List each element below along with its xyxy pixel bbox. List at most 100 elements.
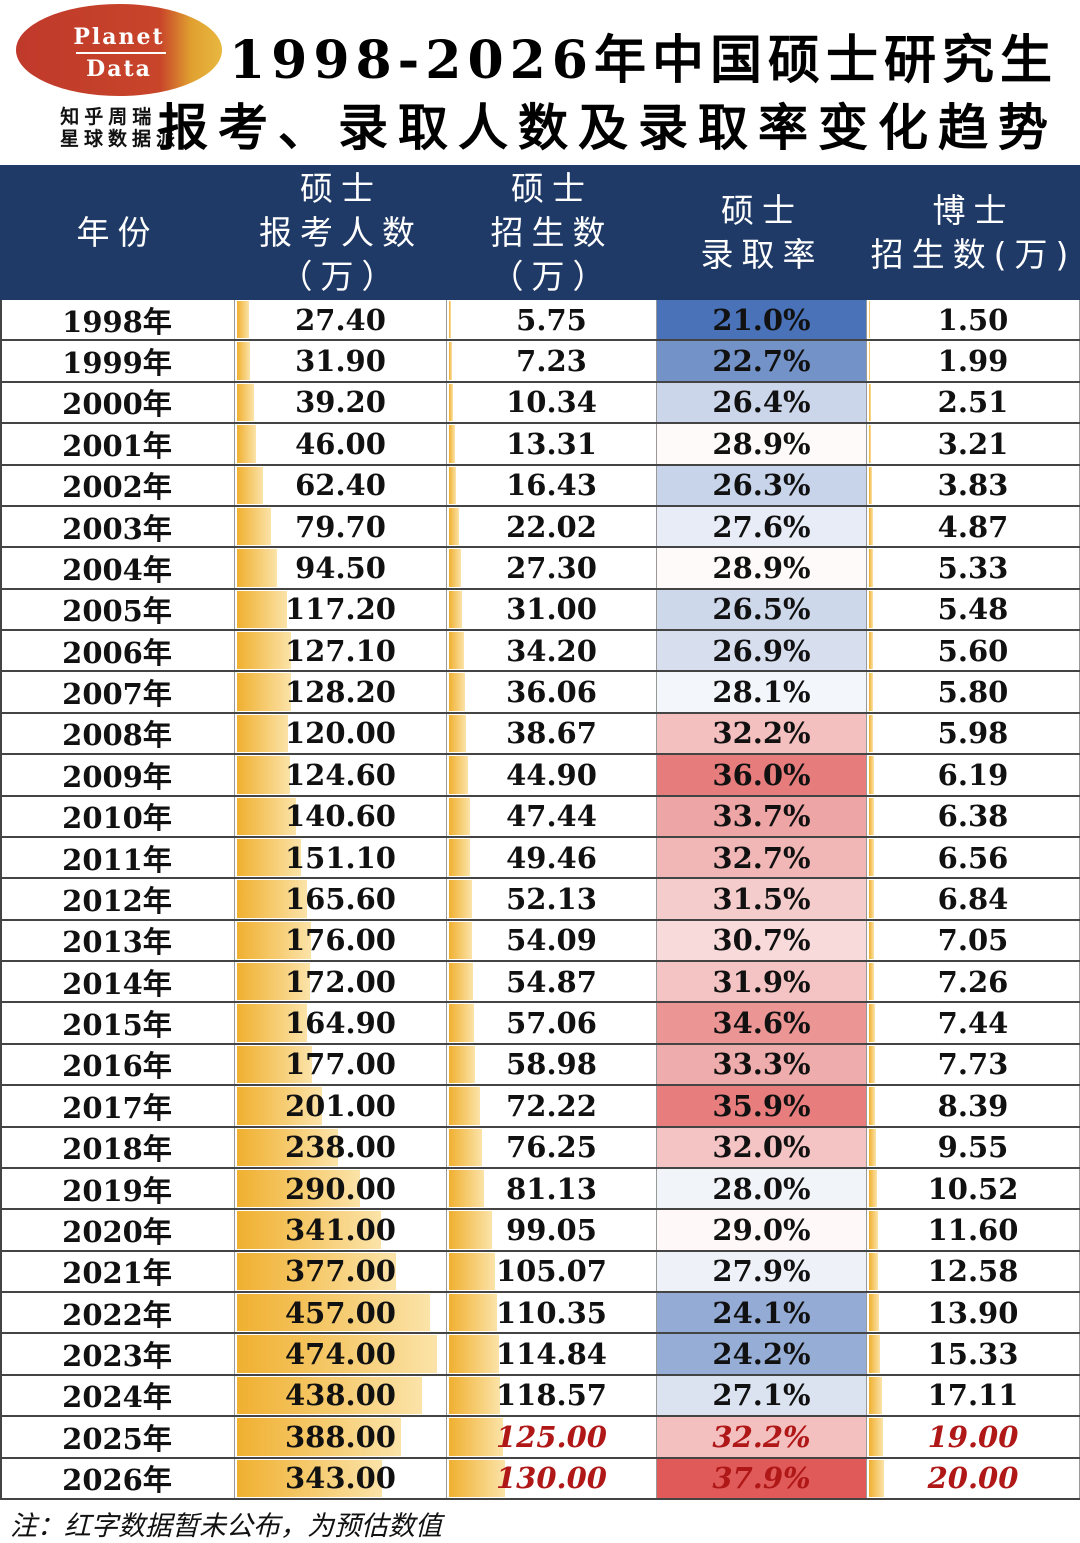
cell-phd-enrollment: 6.84 [867,879,1080,919]
data-bar [449,673,465,711]
data-bar [237,963,310,1001]
cell-master-applicants: 238.00 [235,1127,447,1167]
cell-value: 24.1% [712,1295,811,1330]
cell-value: 1999年 [62,346,172,381]
cell-value: 388.00 [285,1419,396,1454]
cell-value: 31.5% [712,881,811,916]
cell-phd-enrollment: 17.11 [867,1375,1080,1416]
cell-value: 26.4% [712,385,811,420]
cell-value: 2021年 [62,1256,172,1291]
cell-master-admission-rate: 26.3% [657,465,867,505]
cell-master-admission-rate: 24.1% [657,1293,867,1333]
cell-master-applicants: 124.60 [235,755,447,795]
cell-value: 37.9% [712,1461,811,1496]
cell-value: 5.48 [937,592,1009,627]
cell-master-applicants: 388.00 [235,1417,447,1457]
cell-value: 2005年 [62,594,172,629]
cell-master-enrollment: 5.75 [447,300,657,340]
table-header: 年份 硕士 报考人数 （万） 硕士 招生数 （万） 硕士 录取率 博士 招生数(万) [0,165,1080,300]
cell-year: 2011年 [0,837,235,878]
data-bar [869,1418,884,1456]
cell-master-admission-rate: 30.7% [657,920,867,960]
data-bar [237,714,288,753]
cell-master-admission-rate: 26.5% [657,589,867,629]
cell-value: 39.20 [295,385,386,420]
cell-phd-enrollment: 5.98 [867,713,1080,754]
data-bar [869,342,871,380]
data-bar [869,1169,877,1208]
cell-value: 24.2% [712,1337,811,1372]
column-header-line: 招生数(万) [870,234,1077,274]
cell-value: 1998年 [62,304,172,339]
cell-value: 13.90 [927,1295,1019,1330]
cell-master-enrollment: 81.13 [447,1168,657,1209]
cell-phd-enrollment: 5.48 [867,589,1080,629]
cell-master-admission-rate: 32.0% [657,1127,867,1167]
cell-value: 4.87 [937,509,1009,544]
table-row: 2014年 172.00 54.87 31.9% 7.26 [0,962,1080,1004]
data-bar [869,1376,882,1415]
cell-master-applicants: 201.00 [235,1086,447,1126]
cell-phd-enrollment: 7.44 [867,1003,1080,1043]
cell-year: 2003年 [0,506,235,547]
data-bar [869,1004,875,1042]
cell-master-enrollment: 38.67 [447,713,657,754]
cell-phd-enrollment: 19.00 [867,1417,1080,1457]
cell-phd-enrollment: 4.87 [867,506,1080,547]
cell-value: 10.52 [927,1171,1019,1206]
cell-master-enrollment: 76.25 [447,1127,657,1167]
data-bar [869,549,873,587]
cell-value: 30.7% [712,923,811,958]
cell-value: 22.7% [712,344,811,379]
data-bar [869,1045,875,1084]
cell-year: 2005年 [0,589,235,629]
cell-master-applicants: 62.40 [235,465,447,505]
data-bar [237,1004,307,1042]
cell-value: 164.90 [285,1006,396,1041]
cell-master-enrollment: 57.06 [447,1003,657,1043]
data-bar [869,301,871,339]
cell-master-admission-rate: 28.1% [657,672,867,712]
cell-phd-enrollment: 15.33 [867,1334,1080,1374]
column-header-line: 招生数 [490,212,614,252]
cell-value: 125.00 [496,1419,607,1454]
data-bar [449,963,473,1001]
data-bar [237,880,308,918]
cell-phd-enrollment: 10.52 [867,1168,1080,1209]
data-bar [449,383,454,422]
cell-value: 2011年 [62,842,172,877]
cell-year: 2002年 [0,465,235,505]
cell-value: 36.0% [712,757,811,792]
cell-master-applicants: 117.20 [235,589,447,629]
data-bar [449,1252,495,1290]
cell-value: 2017年 [62,1090,172,1125]
cell-master-admission-rate: 27.9% [657,1251,867,1291]
data-bar [869,466,872,504]
cell-value: 2015年 [62,1008,172,1043]
cell-value: 1.50 [937,302,1009,337]
cell-phd-enrollment: 5.80 [867,672,1080,712]
cell-master-enrollment: 27.30 [447,548,657,588]
cell-value: 44.90 [506,757,597,792]
cell-master-enrollment: 99.05 [447,1210,657,1250]
cell-value: 9.55 [937,1130,1009,1165]
cell-value: 127.10 [285,633,396,668]
cell-phd-enrollment: 6.56 [867,837,1080,878]
cell-master-applicants: 176.00 [235,920,447,960]
table-row: 2006年 127.10 34.20 26.9% 5.60 [0,631,1080,673]
cell-phd-enrollment: 6.38 [867,796,1080,836]
cell-value: 57.06 [506,1006,597,1041]
cell-master-admission-rate: 26.4% [657,382,867,423]
data-bar [449,549,461,587]
logo-divider [76,52,166,54]
cell-year: 1999年 [0,341,235,381]
data-bar [237,1376,423,1415]
table-row: 2002年 62.40 16.43 26.3% 3.83 [0,465,1080,507]
data-bar [237,507,271,546]
cell-value: 19.00 [927,1419,1019,1454]
cell-value: 124.60 [285,757,396,792]
column-header-line: 录取率 [700,234,824,274]
column-header-line: （万） [490,256,614,296]
table-row: 2015年 164.90 57.06 34.6% 7.44 [0,1003,1080,1045]
cell-value: 377.00 [285,1254,396,1289]
